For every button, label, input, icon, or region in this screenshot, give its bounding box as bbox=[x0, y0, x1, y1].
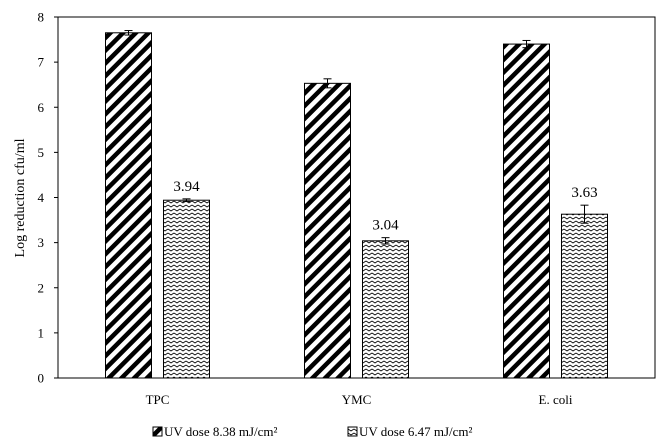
data-label: 3.63 bbox=[571, 185, 597, 201]
bar bbox=[163, 199, 210, 379]
legend-swatch bbox=[347, 426, 358, 437]
x-axis-categories: TPC YMC E. coli bbox=[146, 392, 573, 407]
x-category-label: E. coli bbox=[539, 392, 573, 407]
data-label: 3.94 bbox=[173, 179, 200, 195]
y-tick-label: 8 bbox=[38, 10, 45, 25]
y-tick-label: 2 bbox=[38, 280, 45, 295]
x-category-label: TPC bbox=[146, 392, 170, 407]
legend: UV dose 8.38 mJ/cm² UV dose 6.47 mJ/cm² bbox=[152, 424, 473, 439]
y-axis-label: Log reduction cfu/ml bbox=[13, 138, 28, 257]
bar bbox=[105, 32, 152, 379]
bar bbox=[561, 213, 608, 379]
legend-swatch bbox=[152, 426, 163, 437]
bar bbox=[503, 43, 550, 379]
legend-label: UV dose 6.47 mJ/cm² bbox=[359, 424, 473, 439]
y-tick-label: 3 bbox=[38, 235, 45, 250]
y-tick-label: 0 bbox=[38, 371, 45, 386]
y-axis-ticks: 0 1 2 3 4 5 6 7 8 bbox=[38, 10, 58, 386]
data-label: 3.04 bbox=[372, 218, 399, 234]
y-tick-label: 5 bbox=[38, 145, 45, 160]
y-tick-label: 1 bbox=[38, 325, 45, 340]
bar bbox=[362, 240, 409, 379]
y-tick-label: 7 bbox=[38, 55, 45, 70]
bar bbox=[304, 82, 351, 379]
bars: 3.94 3.04 3.63 bbox=[105, 30, 608, 379]
legend-label: UV dose 8.38 mJ/cm² bbox=[164, 424, 278, 439]
y-tick-label: 4 bbox=[38, 190, 45, 205]
y-tick-label: 6 bbox=[38, 100, 45, 115]
x-category-label: YMC bbox=[342, 392, 372, 407]
